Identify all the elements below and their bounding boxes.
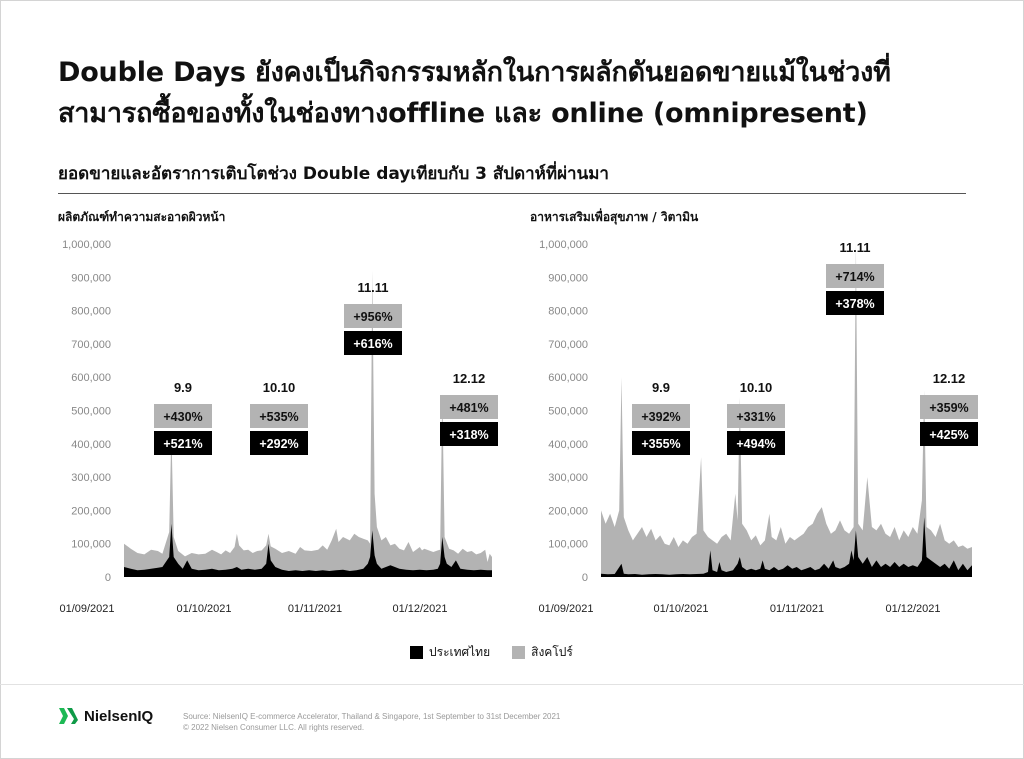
growth-value-singapore: +714%: [835, 270, 874, 284]
chart-2-title: อาหารเสริมเพื่อสุขภาพ / วิตามิน: [530, 210, 699, 224]
growth-value-thailand: +292%: [259, 437, 298, 451]
area-thailand: [601, 517, 972, 577]
nielseniq-logo-icon: [59, 708, 78, 724]
legend-swatch-thailand: [410, 646, 423, 659]
growth-box-thailand: [250, 431, 308, 455]
y-tick-label: 200,000: [548, 505, 588, 517]
legend: ประเทศไทย สิงคโปร์: [410, 643, 587, 662]
nielseniq-logo: NielsenIQ: [58, 706, 153, 726]
growth-box-singapore: [727, 404, 785, 428]
y-tick-label: 700,000: [548, 339, 588, 351]
growth-box-thailand: [920, 422, 978, 446]
growth-value-singapore: +535%: [259, 410, 298, 424]
y-tick-label: 500,000: [71, 406, 111, 418]
x-tick-label: 01/12/2021: [885, 603, 940, 615]
y-tick-label: 1,000,000: [539, 239, 588, 251]
y-tick-label: 600,000: [548, 372, 588, 384]
x-tick-label: 01/11/2021: [288, 603, 342, 615]
logo-text: NielsenIQ: [84, 707, 154, 725]
event-label: 11.11: [357, 280, 388, 295]
y-tick-label: 500,000: [548, 406, 588, 418]
y-tick-label: 700,000: [71, 339, 111, 351]
title-line-2: สามารถซื้อของทั้งในช่องทางoffline และ on…: [58, 98, 868, 129]
growth-value-singapore: +956%: [353, 310, 392, 324]
growth-box-singapore: [250, 404, 308, 428]
y-tick-label: 400,000: [548, 439, 588, 451]
x-tick-label: 01/12/2021: [392, 603, 447, 615]
x-tick-label: 01/11/2021: [770, 603, 824, 615]
growth-box-thailand: [632, 431, 690, 455]
legend-label-singapore: สิงคโปร์: [531, 645, 573, 659]
y-tick-label: 900,000: [71, 272, 111, 284]
subtitle-rule: [58, 193, 966, 194]
x-tick-label: 01/09/2021: [59, 603, 114, 615]
growth-box-singapore: [632, 404, 690, 428]
growth-box-thailand: [344, 331, 402, 355]
growth-box-thailand: [440, 422, 498, 446]
y-tick-label: 600,000: [71, 372, 111, 384]
source-line-1: Source: NielsenIQ E-commerce Accelerator…: [183, 712, 561, 721]
growth-box-singapore: [154, 404, 212, 428]
event-label: 12.12: [453, 371, 486, 386]
growth-box-thailand: [727, 431, 785, 455]
area-thailand: [124, 523, 492, 577]
page-subtitle: ยอดขายและอัตราการเติบโตช่วง Double dayเท…: [58, 164, 609, 184]
y-tick-label: 300,000: [548, 472, 588, 484]
legend-item-thailand: ประเทศไทย: [410, 643, 490, 662]
title-line-1: Double Days ยังคงเป็นกิจกรรมหลักในการผลั…: [58, 57, 891, 88]
x-tick-label: 01/10/2021: [176, 603, 231, 615]
growth-value-singapore: +392%: [641, 410, 680, 424]
legend-label-thailand: ประเทศไทย: [429, 645, 491, 659]
page-title: Double Days ยังคงเป็นกิจกรรมหลักในการผลั…: [58, 52, 988, 134]
y-tick-label: 0: [105, 572, 111, 584]
source-line-2: © 2022 Nielsen Consumer LLC. All rights …: [183, 723, 365, 732]
y-tick-label: 800,000: [548, 306, 588, 318]
event-label: 11.11: [839, 240, 870, 255]
growth-value-thailand: +355%: [641, 437, 680, 451]
y-tick-label: 100,000: [71, 539, 111, 551]
y-tick-label: 100,000: [548, 539, 588, 551]
y-tick-label: 300,000: [71, 472, 111, 484]
growth-value-thailand: +378%: [835, 297, 874, 311]
y-tick-label: 1,000,000: [62, 239, 111, 251]
growth-value-thailand: +494%: [736, 437, 775, 451]
event-label: 9.9: [652, 380, 670, 395]
growth-value-thailand: +425%: [929, 428, 968, 442]
event-label: 10.10: [740, 380, 773, 395]
y-tick-label: 800,000: [71, 306, 111, 318]
y-tick-label: 200,000: [71, 505, 111, 517]
growth-box-thailand: [826, 291, 884, 315]
growth-box-thailand: [154, 431, 212, 455]
growth-value-singapore: +481%: [449, 401, 488, 415]
growth-box-singapore: [440, 395, 498, 419]
legend-swatch-singapore: [512, 646, 526, 659]
x-tick-label: 01/09/2021: [538, 603, 593, 615]
growth-box-singapore: [920, 395, 978, 419]
event-label: 9.9: [174, 380, 192, 395]
growth-value-thailand: +521%: [163, 437, 202, 451]
x-tick-label: 01/10/2021: [653, 603, 708, 615]
growth-value-singapore: +331%: [736, 410, 775, 424]
chart-1-title: ผลิตภัณฑ์ทำความสะอาดผิวหน้า: [58, 210, 226, 224]
footer-divider: [0, 684, 1024, 685]
y-tick-label: 0: [582, 572, 588, 584]
growth-value-thailand: +616%: [353, 337, 392, 351]
growth-box-singapore: [344, 304, 402, 328]
y-tick-label: 400,000: [71, 439, 111, 451]
y-tick-label: 900,000: [548, 272, 588, 284]
event-label: 12.12: [933, 371, 966, 386]
source-note: Source: NielsenIQ E-commerce Accelerator…: [183, 711, 560, 733]
growth-box-singapore: [826, 264, 884, 288]
legend-item-singapore: สิงคโปร์: [512, 643, 573, 662]
event-label: 10.10: [263, 380, 296, 395]
growth-value-singapore: +430%: [163, 410, 202, 424]
growth-value-thailand: +318%: [449, 428, 488, 442]
charts-svg: 1,000,000 900,000 800,000 700,000 600,000 500…: [59, 239, 978, 615]
growth-value-singapore: +359%: [929, 401, 968, 415]
area-singapore: [601, 244, 972, 577]
